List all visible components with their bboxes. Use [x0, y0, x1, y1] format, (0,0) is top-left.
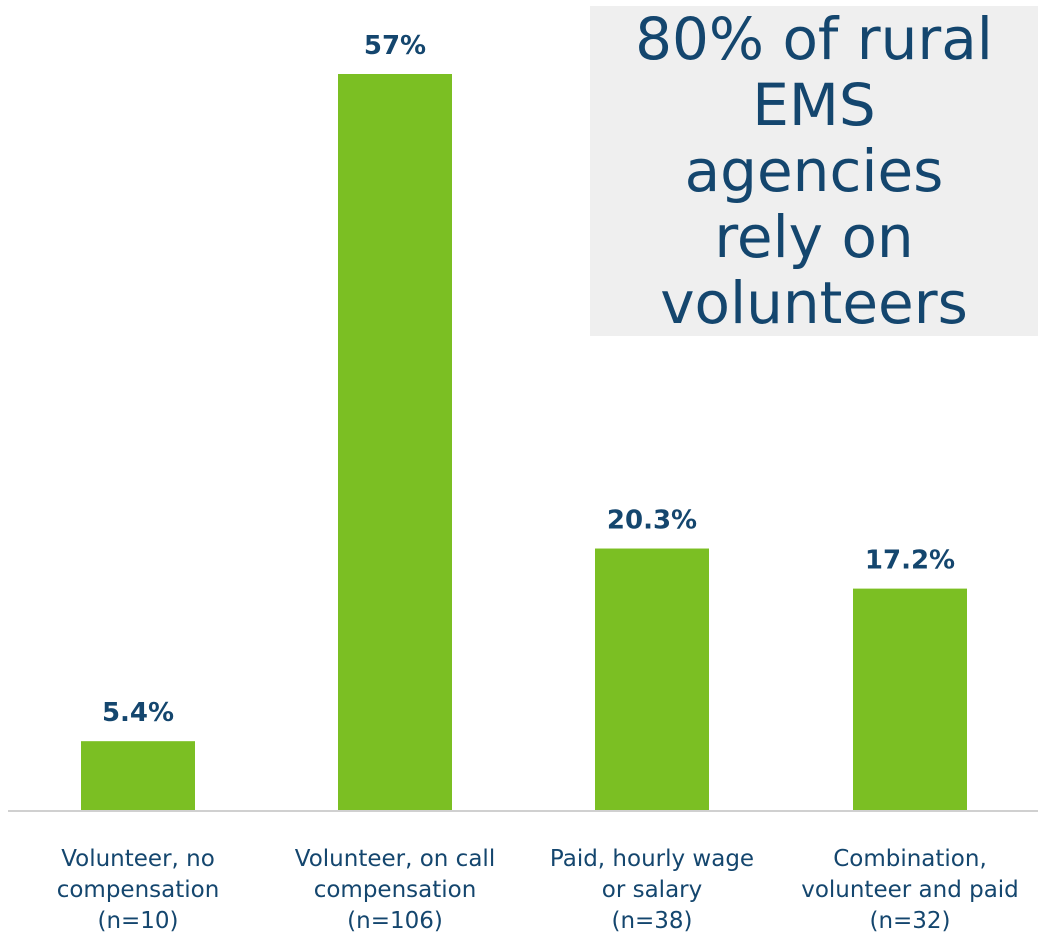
category-label-line: or salary [601, 877, 703, 903]
category-label-line: Combination, [833, 846, 987, 872]
data-labels: 5.4% 57% 20.3% 17.2% [102, 31, 955, 728]
data-label-1: 5.4% [102, 698, 174, 728]
category-label-line: (n=106) [347, 908, 443, 934]
data-label-4: 17.2% [865, 546, 955, 576]
bar-4 [853, 588, 967, 811]
category-label-line: Volunteer, on call [294, 846, 496, 872]
category-label-line: compensation [56, 877, 220, 903]
category-label-line: Volunteer, no [61, 846, 215, 872]
bar-1 [81, 741, 195, 811]
category-label-4: Combination, volunteer and paid (n=32) [780, 844, 1038, 937]
category-label-line: volunteer and paid [801, 877, 1019, 903]
callout-text: 80% of rural EMS agencies rely on volunt… [635, 5, 993, 337]
category-label-line: (n=38) [611, 908, 693, 934]
bar-2 [338, 74, 452, 811]
bar-3 [595, 548, 709, 811]
data-label-3: 20.3% [607, 506, 697, 536]
category-label-1: Volunteer, no compensation (n=10) [8, 844, 268, 937]
bars [81, 74, 967, 811]
category-label-line: Paid, hourly wage [549, 846, 755, 872]
category-label-line: (n=32) [869, 908, 951, 934]
category-label-line: compensation [313, 877, 477, 903]
category-label-line: (n=10) [97, 908, 179, 934]
callout-box: 80% of rural EMS agencies rely on volunt… [590, 6, 1038, 336]
category-label-2: Volunteer, on call compensation (n=106) [265, 844, 525, 937]
category-label-3: Paid, hourly wage or salary (n=38) [522, 844, 782, 937]
data-label-2: 57% [364, 31, 426, 61]
